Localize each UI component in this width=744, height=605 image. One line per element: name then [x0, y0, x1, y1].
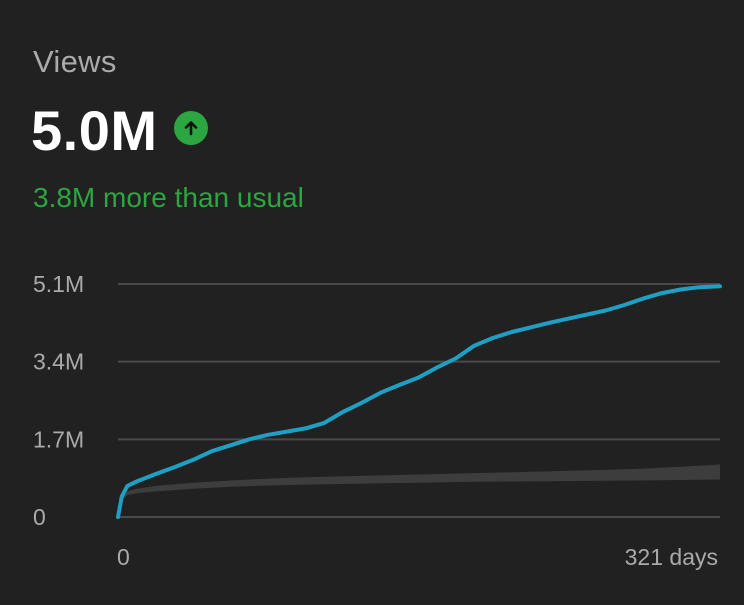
x-tick-label: 0: [117, 544, 130, 570]
y-tick-label: 5.1M: [33, 271, 84, 297]
comparison-text: 3.8M more than usual: [33, 182, 304, 213]
y-tick-label: 0: [33, 504, 46, 530]
y-tick-label: 1.7M: [33, 426, 84, 452]
views-series-line: [116, 284, 722, 519]
arrow-up-glyph: [184, 121, 197, 136]
metric-value-row: 5.0M: [31, 100, 208, 162]
arrow-up-icon: [173, 111, 208, 145]
metric-label: Views: [33, 44, 117, 79]
x-tick-label: 321 days: [625, 544, 718, 570]
typical-range-band: [118, 464, 720, 517]
y-tick-label: 3.4M: [33, 349, 84, 375]
metric-value: 5.0M: [31, 99, 158, 162]
